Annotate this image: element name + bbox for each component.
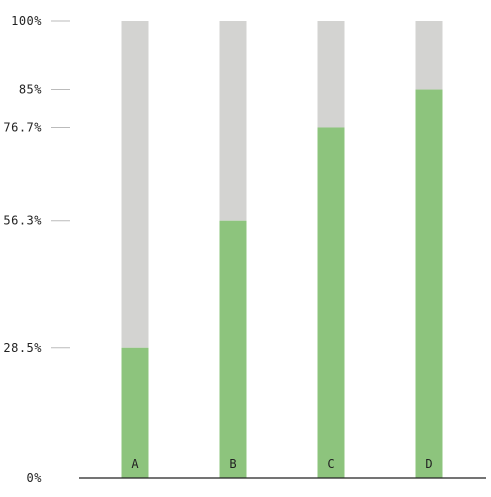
bar-remainder-b xyxy=(219,21,247,221)
y-tick-label: 56.3% xyxy=(3,214,42,228)
y-axis: 0% 28.5% 56.3% 76.7% 85% 100% xyxy=(3,14,70,485)
bar-remainder-d xyxy=(415,21,443,90)
bar-value-d xyxy=(415,89,443,479)
category-label: B xyxy=(229,457,236,471)
y-tick-label: 28.5% xyxy=(3,341,42,355)
category-label: A xyxy=(131,457,139,471)
y-tick-label: 85% xyxy=(19,83,42,97)
y-tick-label: 100% xyxy=(11,14,42,28)
category-labels: A B C D xyxy=(131,457,432,471)
bar-value-a xyxy=(121,347,149,478)
bar-remainder-c xyxy=(317,21,345,128)
bar-remainder-a xyxy=(121,21,149,348)
category-label: D xyxy=(425,457,432,471)
category-label: C xyxy=(327,457,334,471)
y-tick-label: 0% xyxy=(27,471,43,485)
y-tick-label: 76.7% xyxy=(3,120,42,134)
bar-value-c xyxy=(317,127,345,478)
bars xyxy=(121,21,443,479)
bar-value-b xyxy=(219,220,247,479)
